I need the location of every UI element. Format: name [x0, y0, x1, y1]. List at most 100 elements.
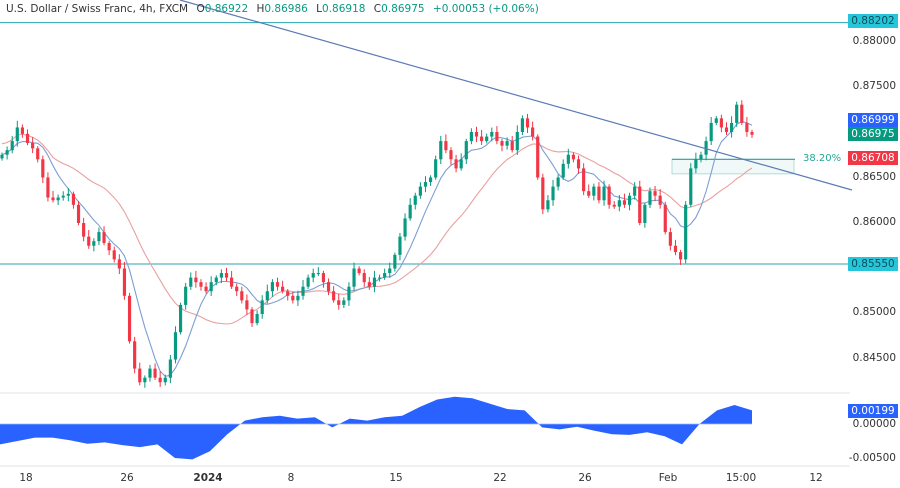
bullish-candle	[173, 332, 178, 360]
symbol-legend: U.S. Dollar / Swiss Franc, 4h, FXCM O0.8…	[6, 3, 544, 15]
bullish-candle	[627, 195, 632, 205]
time-label: 26	[578, 472, 592, 484]
bearish-candle	[87, 236, 91, 246]
bearish-candle	[41, 159, 45, 178]
bullish-candle	[592, 186, 596, 196]
bullish-candle	[260, 300, 264, 314]
bearish-candle	[153, 368, 157, 378]
bearish-candle	[571, 154, 576, 160]
bullish-candle	[388, 268, 392, 274]
bearish-candle	[71, 193, 76, 205]
bullish-candle	[520, 118, 524, 132]
bullish-candle	[342, 300, 346, 305]
bearish-candle	[158, 377, 162, 383]
bearish-candle	[597, 186, 601, 201]
bearish-candle	[133, 341, 137, 369]
bullish-candle	[490, 132, 494, 137]
bearish-candle	[495, 132, 499, 142]
price-tick: 0.84500	[852, 352, 896, 364]
time-label: 15:00	[725, 472, 757, 484]
bearish-candle	[582, 168, 586, 192]
bullish-candle	[464, 141, 468, 160]
bearish-candle	[653, 191, 657, 196]
bullish-candle	[97, 232, 101, 242]
time-label: 8	[287, 472, 295, 484]
bearish-candle	[240, 291, 244, 301]
bullish-candle	[602, 186, 606, 201]
bullish-candle	[372, 277, 377, 287]
bearish-candle	[321, 273, 326, 283]
price-tick: 0.88000	[852, 35, 896, 47]
bearish-candle	[357, 268, 361, 274]
bearish-candle	[719, 118, 723, 128]
bullish-candle	[556, 177, 560, 187]
time-label: Feb	[658, 472, 678, 484]
bearish-candle	[326, 282, 331, 292]
price-tick: 0.86500	[852, 171, 896, 183]
last-price-tag: 0.86975	[848, 127, 898, 141]
time-label: 22	[493, 472, 507, 484]
bullish-candle	[0, 154, 4, 159]
bearish-candle	[678, 252, 683, 260]
bearish-candle	[587, 191, 591, 196]
bullish-candle	[306, 277, 310, 287]
bearish-candle	[531, 127, 535, 137]
fast-moving-average-line	[1, 121, 753, 378]
bearish-candle	[541, 177, 545, 210]
bullish-candle	[709, 122, 713, 142]
bearish-candle	[281, 286, 285, 292]
bullish-candle	[301, 286, 305, 296]
ohlc-close: C0.86975	[373, 3, 425, 15]
bullish-candle	[163, 377, 167, 383]
bearish-candle	[275, 282, 280, 287]
bullish-candle	[296, 295, 300, 301]
bullish-candle	[352, 268, 356, 287]
ohlc-change: +0.00053 (+0.06%)	[432, 3, 539, 15]
bearish-candle	[525, 118, 530, 128]
bearish-candle	[474, 132, 479, 137]
time-label: 15	[389, 472, 403, 484]
bearish-candle	[46, 177, 50, 198]
bullish-candle	[56, 197, 60, 201]
bullish-candle	[168, 359, 172, 378]
bullish-candle	[15, 127, 19, 142]
price-tick: 0.85000	[852, 306, 896, 318]
bearish-candle	[658, 195, 662, 205]
bullish-candle	[209, 282, 213, 292]
time-label-year: 2024	[193, 472, 223, 484]
bearish-candle	[367, 282, 371, 287]
time-label: 12	[809, 472, 823, 484]
bearish-candle	[107, 243, 111, 251]
bearish-candle	[204, 286, 208, 292]
bearish-candle	[31, 142, 35, 149]
bullish-candle	[5, 150, 9, 155]
bearish-candle	[36, 148, 40, 160]
bearish-candle	[444, 141, 448, 151]
price-tick: 0.87500	[852, 80, 896, 92]
bullish-candle	[148, 368, 152, 378]
oscillator-value-tag: 0.00199	[848, 404, 898, 418]
bullish-candle	[10, 141, 14, 151]
bullish-candle	[377, 277, 382, 279]
bearish-candle	[332, 291, 336, 301]
bullish-candle	[699, 154, 703, 160]
bullish-candle	[633, 186, 637, 196]
ma-slow-price-tag: 0.86708	[848, 151, 898, 165]
ohlc-high: H0.86986	[256, 3, 308, 15]
bullish-candle	[434, 159, 438, 178]
bearish-candle	[673, 245, 678, 253]
bearish-candle	[230, 277, 234, 287]
ma-fast-price-tag: 0.86999	[848, 113, 898, 127]
bearish-candle	[250, 309, 254, 324]
bearish-candle	[510, 141, 514, 151]
bullish-candle	[566, 154, 570, 164]
bearish-candle	[750, 132, 754, 135]
bearish-candle	[622, 200, 627, 205]
bullish-candle	[428, 177, 433, 183]
bearish-candle	[194, 277, 198, 283]
support-price-tag: 0.85550	[848, 257, 898, 271]
bearish-candle	[668, 232, 672, 246]
bullish-candle	[61, 195, 65, 198]
